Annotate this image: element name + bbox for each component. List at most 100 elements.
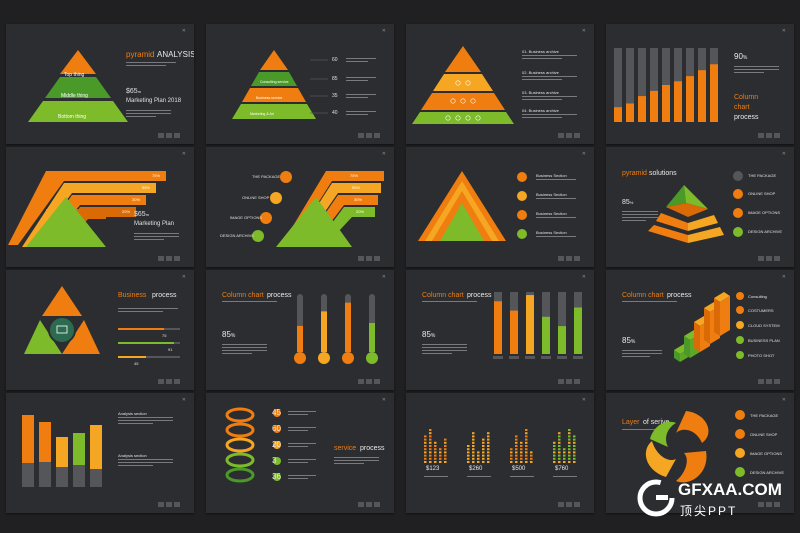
bar-bottom <box>22 463 34 487</box>
column-label-box <box>493 356 503 359</box>
slide-triangle-sections[interactable]: ✕ Business Section Business Section Busi… <box>406 147 594 267</box>
dot-mark <box>530 451 533 454</box>
dot-mark <box>568 448 571 451</box>
list-item-label: IMAGE OPTIONS <box>748 210 781 215</box>
dot-mark <box>525 448 528 451</box>
close-icon: ✕ <box>381 151 386 157</box>
slide-nav <box>758 379 780 384</box>
list-item-label: ONLINE SHOP <box>750 432 778 437</box>
slide-pyramid-archive[interactable]: ✕ 01. Business archive 02. Business arch… <box>406 24 594 144</box>
slide-pyramid-analysis[interactable]: ✕ Top thing Middle thing Bottom thing py… <box>6 24 194 144</box>
slide-pyramid-solutions[interactable]: ✕ pyramid solutions 85% THE PACKAGE ONLI… <box>606 147 794 267</box>
column-track <box>614 48 622 122</box>
dot-mark <box>439 461 442 463</box>
slide-column-chart-2[interactable]: ✕ Column chart process 85% <box>406 270 594 390</box>
list-item-label: COSTUMERS <box>748 308 774 313</box>
column-label-box <box>557 356 567 359</box>
price-value: $65m <box>134 211 150 218</box>
pct-value: 85% <box>422 330 436 339</box>
dot-mark <box>482 438 485 441</box>
value-label: $260 <box>469 466 483 472</box>
thermometer-chart <box>294 294 378 364</box>
thermo-fill <box>297 325 303 352</box>
dot-mark <box>558 454 561 457</box>
close-icon: ✕ <box>781 28 786 34</box>
slide-layered-triangle[interactable]: ✕ 75% 55% 30% 20% $65m Marketing Plan <box>6 147 194 267</box>
bar-chart <box>22 415 102 487</box>
slide-title: process <box>267 292 292 299</box>
dot-mark <box>439 448 442 451</box>
slide-title-accent: Column chart <box>222 292 264 299</box>
dot-mark <box>568 429 571 431</box>
slide-business-process[interactable]: ✕ Business process 75 91 45 <box>6 270 194 390</box>
dot-mark <box>525 441 528 444</box>
dot-mark <box>472 438 475 441</box>
column-fill <box>574 307 582 354</box>
dot-mark <box>434 454 437 457</box>
value-label: $123 <box>426 466 440 472</box>
dot-mark <box>553 454 556 457</box>
list-item-label: THE PACKAGE <box>252 174 281 179</box>
column-label-box <box>541 356 551 359</box>
dot-mark <box>515 435 518 438</box>
dot-mark <box>444 441 447 444</box>
brand-logo-icon <box>637 479 675 517</box>
slide-title: solutions <box>649 170 677 177</box>
dot-mark <box>467 457 470 460</box>
dot-mark <box>510 461 513 463</box>
slide-nav <box>158 133 180 138</box>
list-item-label: Consulting <box>748 294 767 299</box>
dot-mark <box>482 454 485 457</box>
list-item-label: THE PACKAGE <box>750 413 779 418</box>
dot-mark <box>573 454 576 457</box>
value-label: $760 <box>555 466 569 472</box>
dot-mark <box>434 448 437 451</box>
dot-mark <box>439 451 442 454</box>
chart-title-accent: chart <box>734 104 750 111</box>
slide-pyramid-values[interactable]: ✕ Consulting service Business service Ma… <box>206 24 394 144</box>
layer-value: 75% <box>152 173 161 178</box>
dot-mark <box>563 454 566 457</box>
dot-mark <box>477 457 480 460</box>
dot-mark <box>525 432 528 435</box>
dot-mark <box>472 448 475 451</box>
dot-mark <box>487 454 490 457</box>
layer-value: 20% <box>122 209 131 214</box>
slide-layer-service[interactable]: ✕ Layer of serive THE PACKAGE ONLINE SHO… <box>606 393 794 513</box>
brand-sub: 顶尖PPT <box>680 504 738 518</box>
slide-nav <box>158 379 180 384</box>
chart-title: process <box>734 114 759 121</box>
dot-mark <box>568 457 571 460</box>
dot-mark <box>424 457 427 460</box>
value-label: 85 <box>332 76 338 82</box>
slide-service-process[interactable]: ✕ 45 60 20 3 36 service process <box>206 393 394 513</box>
progress-value: 91 <box>168 347 173 352</box>
dot-mark <box>525 454 528 457</box>
slide-3d-steps[interactable]: ✕ Column chart process 85% Consulting CO… <box>606 270 794 390</box>
pct-value: 85% <box>622 336 636 345</box>
dot-mark <box>573 461 576 463</box>
dot-mark <box>472 451 475 454</box>
slide-column-chart[interactable]: ✕ 90% Column chart process <box>606 24 794 144</box>
slide-analysis-bars[interactable]: ✕ Analysis section Analysis section <box>6 393 194 513</box>
dot-mark <box>525 438 528 441</box>
list-item-label: IMAGE OPTIONS <box>230 215 263 220</box>
layer-value: 75% <box>350 173 359 178</box>
column-fill <box>710 64 718 122</box>
archive-item: 04. Business archive <box>522 108 559 113</box>
slide-dot-columns[interactable]: ✕ $123 $260 $500 $760 <box>406 393 594 513</box>
layer-value: 30% <box>354 197 363 202</box>
list-item-label: PHOTO SHOT <box>748 353 775 358</box>
slide-thermometer-chart[interactable]: ✕ Column chart process 85% <box>206 270 394 390</box>
dot-mark <box>515 438 518 441</box>
dot-mark <box>434 461 437 463</box>
dot-mark <box>558 448 561 451</box>
watermark: GFXAA.COM 顶尖PPT <box>636 474 796 524</box>
dot-mark <box>563 451 566 454</box>
dot-mark <box>525 461 528 463</box>
slide-title-accent: Business <box>118 292 147 299</box>
dot-mark <box>477 461 480 463</box>
slide-layered-triangle-icons[interactable]: ✕ THE PACKAGE ONLINE SHOP IMAGE OPTIONS … <box>206 147 394 267</box>
dot-mark <box>573 448 576 451</box>
list-item-label: BUSINESS PLAN <box>748 338 780 343</box>
